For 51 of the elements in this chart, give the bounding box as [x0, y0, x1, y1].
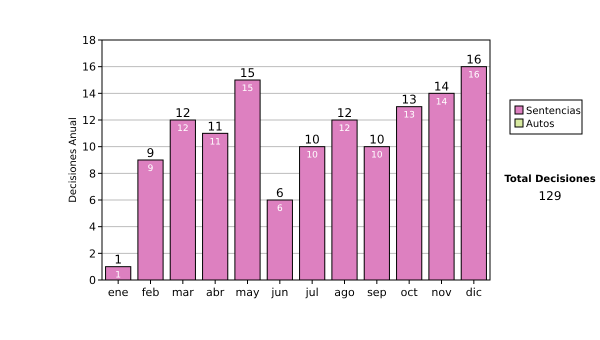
data-label: 12: [177, 124, 189, 134]
y-tick-label: 10: [82, 140, 96, 154]
x-tick-label: dic: [466, 286, 482, 299]
x-tick-label: oct: [400, 286, 418, 299]
data-label: 15: [242, 84, 254, 94]
x-tick-label: abr: [206, 286, 225, 299]
x-tick-label: ago: [334, 286, 355, 299]
total-label: 11: [208, 119, 223, 134]
x-tick-label: mar: [172, 286, 194, 299]
total-label: 10: [369, 132, 384, 147]
y-tick-label: 2: [89, 247, 96, 260]
y-tick-label: 12: [82, 114, 96, 127]
total-label: 1: [114, 252, 122, 267]
y-tick-label: 8: [89, 167, 96, 180]
y-tick-label: 18: [82, 34, 96, 47]
total-label: 14: [434, 79, 450, 94]
data-label: 10: [371, 150, 383, 161]
total-label: 13: [402, 92, 417, 107]
y-tick-label: 6: [89, 194, 96, 207]
total-label: 15: [240, 66, 256, 80]
data-label: 14: [436, 97, 448, 108]
x-tick-label: jul: [304, 286, 319, 299]
data-label: 6: [276, 204, 283, 214]
total-label: 12: [336, 106, 352, 120]
data-label: 12: [338, 124, 350, 134]
x-tick-label: may: [236, 286, 260, 299]
legend-label: Autos: [526, 119, 554, 130]
y-tick-label: 4: [89, 220, 96, 234]
x-tick-label: nov: [431, 286, 452, 299]
data-label: 9: [148, 164, 154, 174]
data-label: 13: [403, 110, 415, 121]
data-label: 16: [468, 70, 480, 81]
y-axis-title: Decisiones Anual: [68, 117, 79, 203]
y-tick-label: 14: [82, 87, 96, 100]
total-label: 9: [146, 146, 154, 160]
data-label: 11: [209, 137, 221, 148]
y-tick-label: 16: [82, 60, 96, 74]
text: Total Decisiones: [504, 174, 596, 185]
x-tick-label: ene: [108, 286, 129, 299]
total-label: 10: [304, 132, 320, 147]
total-label: 16: [466, 52, 482, 67]
x-tick-label: sep: [367, 286, 387, 299]
x-tick-label: feb: [142, 286, 160, 299]
y-tick-label: 0: [89, 274, 96, 287]
total-label: 6: [276, 186, 284, 200]
legend-label: Sentencias: [526, 106, 581, 117]
total-label: 12: [175, 106, 190, 120]
data-label: 1: [115, 270, 122, 281]
x-tick-label: jun: [270, 286, 288, 299]
text: 129: [538, 189, 562, 203]
data-label: 10: [306, 150, 318, 161]
